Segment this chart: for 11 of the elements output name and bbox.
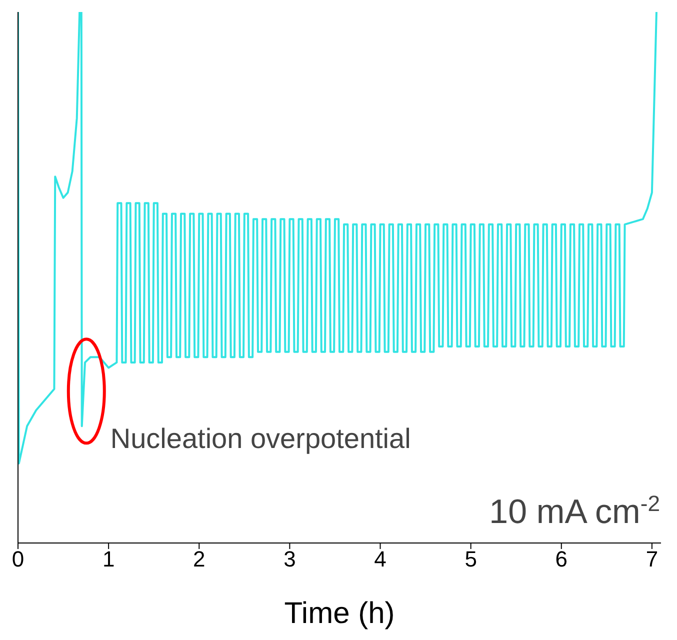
x-tick-label: 7 <box>646 546 658 572</box>
annotation: Nucleation overpotential <box>110 423 411 454</box>
x-tick-label: 1 <box>102 546 115 572</box>
x-axis-title: Time (h) <box>284 597 395 630</box>
x-tick-label: 3 <box>284 546 296 572</box>
x-tick-label: 5 <box>464 546 477 572</box>
x-tick-label: 0 <box>12 546 24 572</box>
x-tick-label: 2 <box>193 546 206 572</box>
x-tick-label: 6 <box>555 546 568 572</box>
x-tick-label: 4 <box>374 546 386 572</box>
annotation: 10 mA cm$^{-2}$ <box>489 490 660 531</box>
